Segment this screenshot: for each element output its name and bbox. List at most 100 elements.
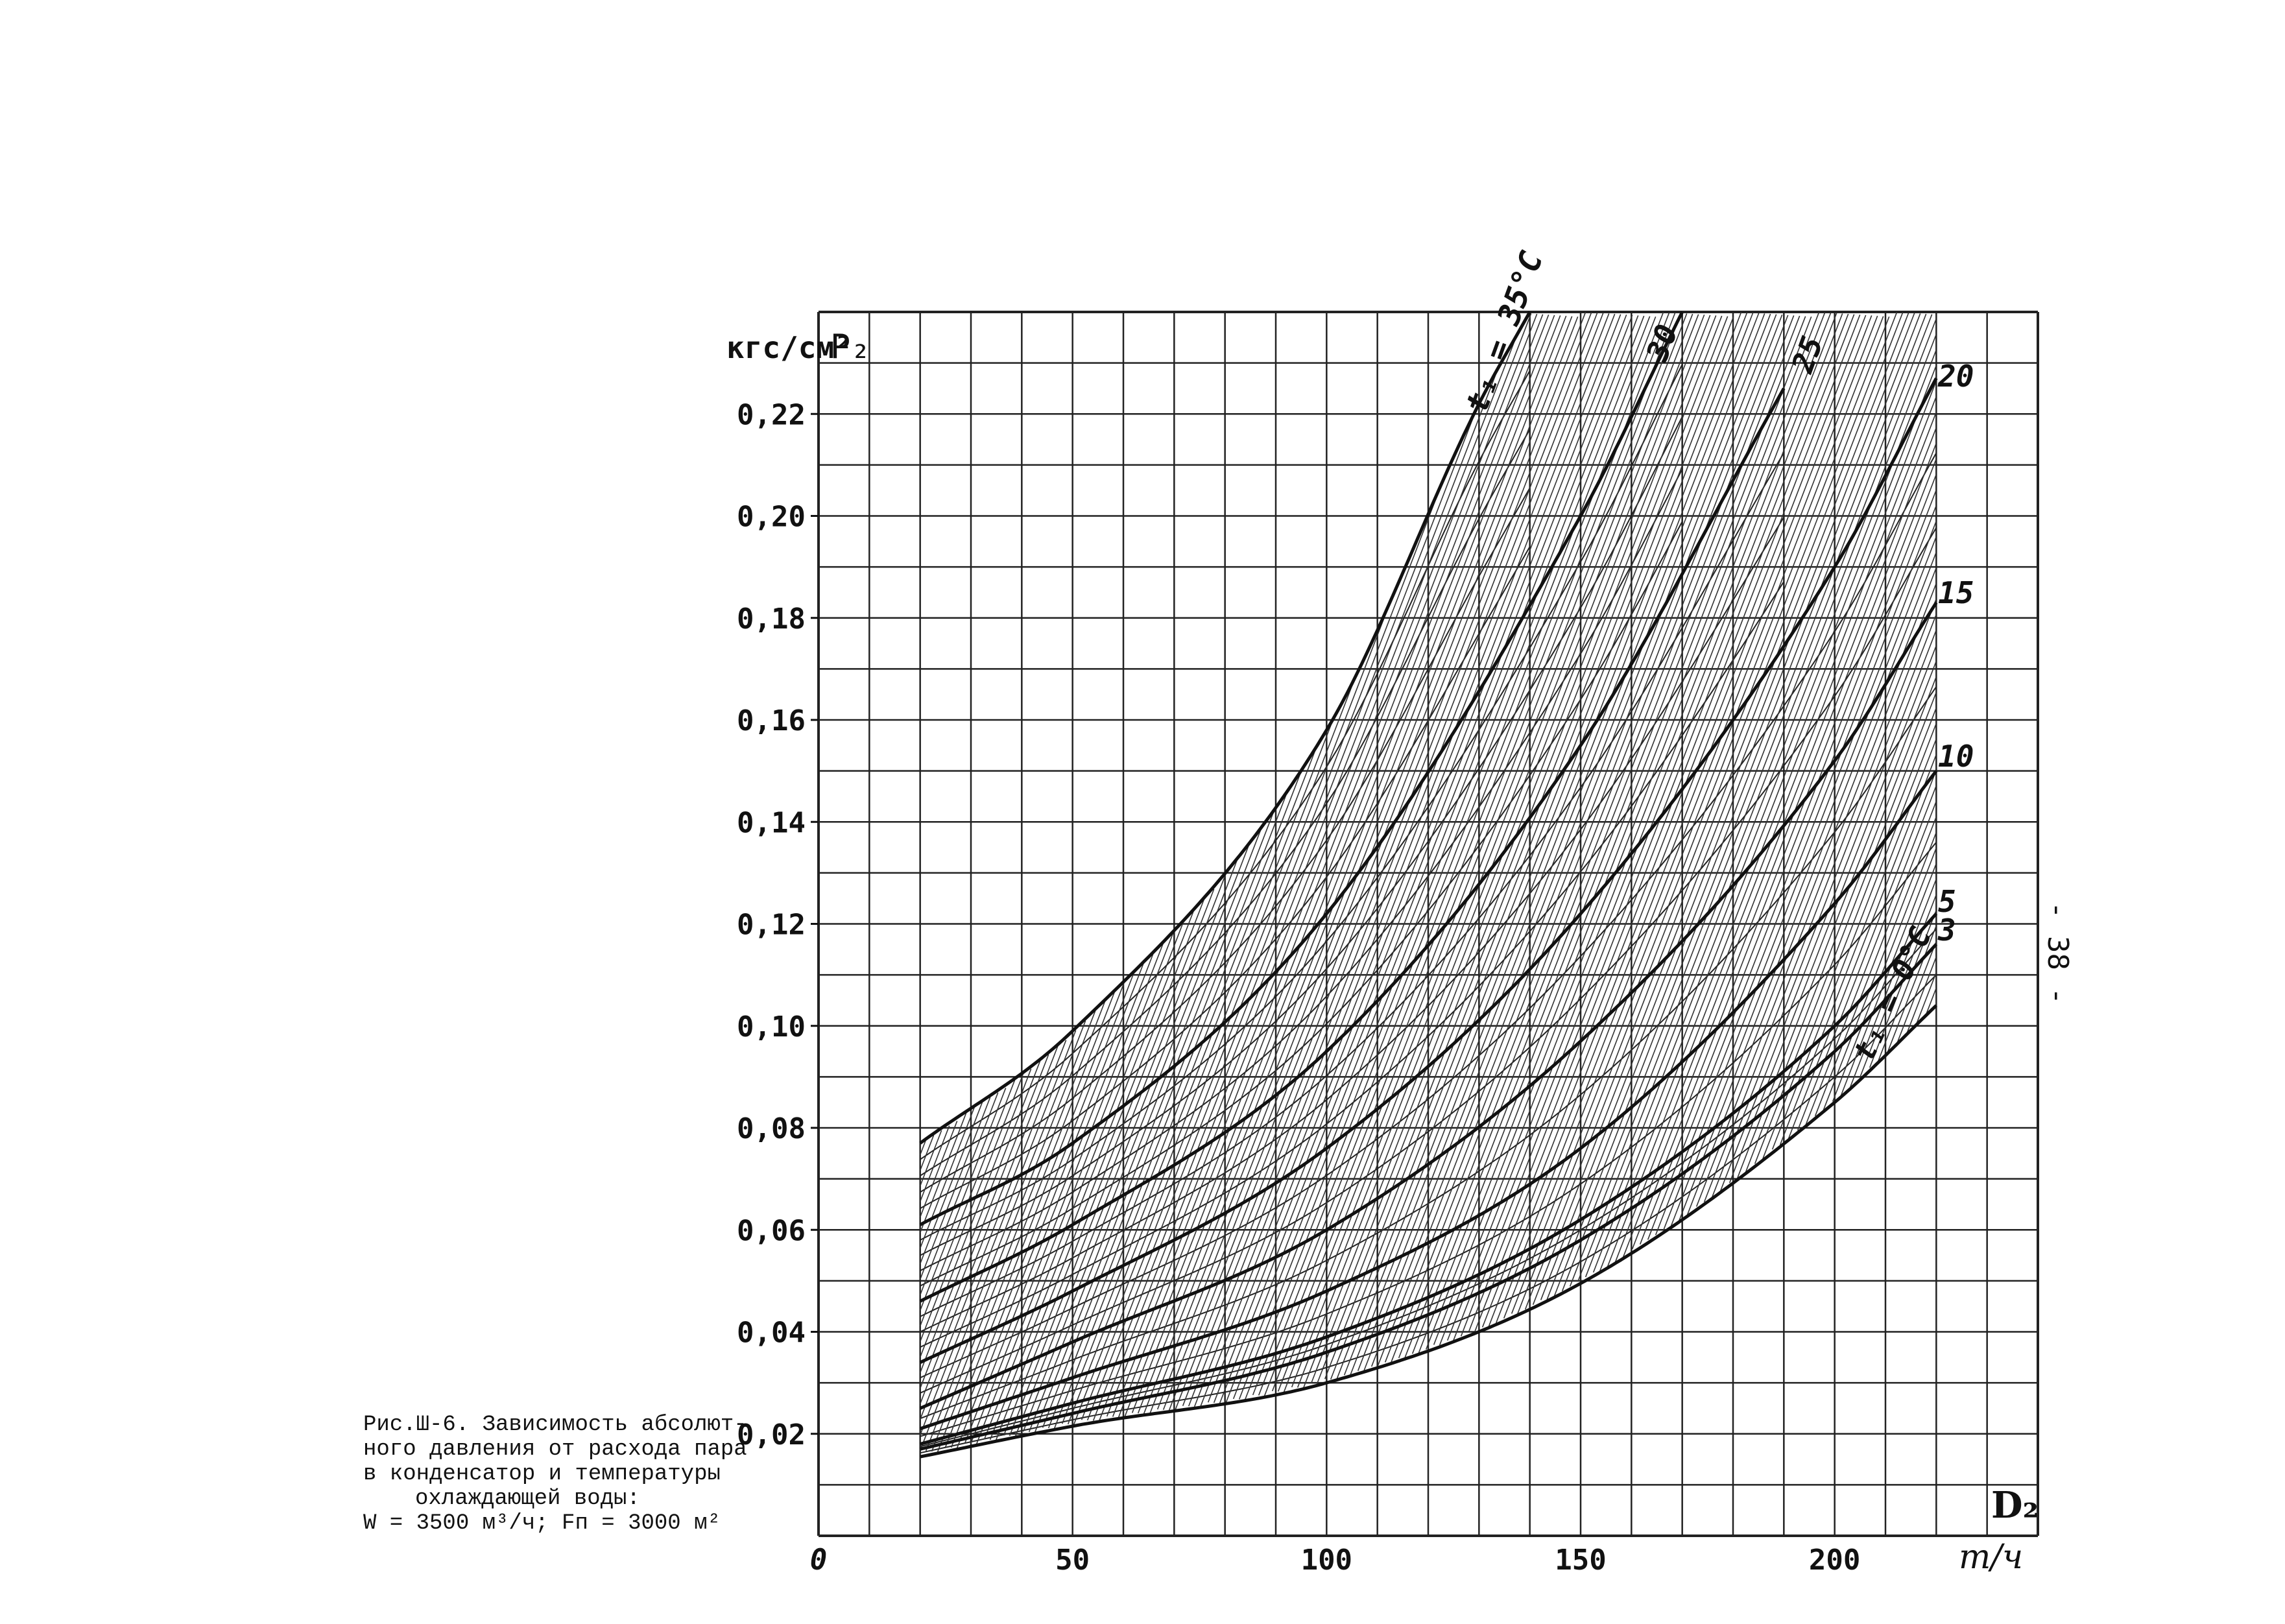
intermediate-curve <box>920 928 1937 1448</box>
hatch-line <box>1143 315 1567 1414</box>
intermediate-curve <box>920 364 1683 1241</box>
hatch-line <box>919 1134 935 1171</box>
page-number: - 38 - <box>2041 902 2074 1005</box>
hatch-line <box>1232 316 1651 1400</box>
hatch-line <box>1193 313 1616 1407</box>
x-tick-label: 200 <box>1809 1544 1860 1577</box>
axis-ticks: 0,02 0,04 0,06 0,08 0,10 0,12 0,14 0,16 0,18 0,20… <box>737 398 1860 1577</box>
hatch-line <box>1398 315 1800 1359</box>
hatch-line <box>1376 314 1783 1367</box>
hatch-line <box>1291 314 1705 1388</box>
hatch-line <box>1174 312 1598 1411</box>
hatch-line <box>1433 312 1832 1345</box>
hatch-line <box>1067 680 1355 1425</box>
intermediate-curve <box>920 416 1683 1256</box>
x-unit-label: т/ч <box>1959 1538 2023 1577</box>
hatch-line <box>1703 599 1937 1202</box>
hatch-line <box>1047 770 1302 1429</box>
x-axis-label: D₂ <box>1991 1484 2039 1527</box>
series-line-6 <box>919 387 1786 1303</box>
hatch-line <box>1384 315 1789 1363</box>
hatch-line <box>1156 316 1579 1410</box>
hatch-line <box>931 1001 1106 1452</box>
intermediate-curve <box>920 468 1683 1272</box>
hatch-line <box>1787 755 1937 1141</box>
x-tick-label: 100 <box>1301 1544 1352 1577</box>
caption-line: охлаждающей воды: <box>415 1487 640 1511</box>
caption-line: в конденсатор и температуры <box>363 1462 721 1487</box>
y-tick-label: 0,12 <box>737 909 806 942</box>
hatch-line <box>919 1054 1049 1389</box>
hatch-line <box>1915 973 1937 1025</box>
hatch-line <box>925 1010 1096 1451</box>
hatch-line <box>1316 316 1729 1384</box>
hatch-line <box>1123 314 1549 1418</box>
hatch-line <box>1886 926 1937 1054</box>
hatch-line <box>1137 315 1561 1414</box>
hatch-line <box>1014 859 1238 1437</box>
y-tick-label: 0,22 <box>737 398 806 431</box>
hatch-line <box>983 923 1184 1440</box>
hatch-line <box>1258 312 1676 1396</box>
hatch-line <box>1896 942 1937 1044</box>
hatch-line <box>1182 313 1604 1406</box>
hatch-line <box>1335 312 1748 1380</box>
hatch-line <box>944 981 1125 1448</box>
hatch-line <box>1598 397 1937 1273</box>
caption-line: ного давления от расхода пара <box>363 1437 747 1462</box>
hatch-line <box>1729 646 1937 1184</box>
hatch-line <box>1822 817 1937 1112</box>
x-tick-label: 0 <box>810 1544 828 1577</box>
series-line-5 <box>919 377 1938 1364</box>
chart-labels: кгс/см² P₂ D₂ т/ч t₁ = 35°C 30 25 20 15 … <box>726 246 2039 1577</box>
y-tick-label: 0,06 <box>737 1214 806 1247</box>
hatch-line <box>919 1101 983 1264</box>
x-tick-label: 50 <box>1055 1544 1090 1577</box>
y-tick-label: 0,20 <box>737 501 806 534</box>
series-line-4 <box>919 601 1938 1410</box>
hatch-line <box>1474 315 1867 1332</box>
hatch-line <box>1028 830 1262 1433</box>
hatch-line <box>1577 350 1937 1282</box>
intermediate-curve <box>920 527 1937 1394</box>
hatch-line <box>1736 662 1937 1178</box>
hatch-line <box>1003 889 1215 1436</box>
hatch-line <box>1022 844 1250 1432</box>
y-tick-label: 0,04 <box>737 1317 806 1350</box>
hatch-line <box>937 991 1116 1452</box>
hatch-line <box>1425 312 1826 1350</box>
hatch-line <box>1370 314 1777 1367</box>
hatch-line <box>1460 314 1855 1337</box>
hatch-line <box>1814 802 1937 1116</box>
hatch-line <box>1876 911 1937 1064</box>
hatch-line <box>1324 316 1734 1379</box>
hatch-line <box>1098 338 1516 1422</box>
curve-label-10: 10 <box>1938 739 1974 774</box>
series-line-3 <box>919 770 1938 1431</box>
hatch-line <box>919 1030 1077 1435</box>
hatch-line <box>1417 311 1820 1355</box>
hatch-line <box>1162 311 1586 1410</box>
hatch-line <box>1061 720 1334 1424</box>
caption-line: Рис.Ш-6. Зависимость абсолют- <box>363 1413 747 1437</box>
hatch-line <box>919 1125 950 1202</box>
hatch-line <box>1481 315 1872 1328</box>
hatch-line <box>1771 724 1937 1150</box>
intermediate-curve <box>920 487 1531 1193</box>
hatch-line <box>919 1092 999 1295</box>
curve-label-0: t₁ = 0°C <box>1846 922 1939 1067</box>
hatch-line <box>1655 506 1937 1236</box>
intermediate-curve <box>920 842 1937 1437</box>
intermediate-curve <box>920 453 1937 1379</box>
hatch-line <box>919 1058 1042 1373</box>
hatch-line <box>1363 313 1771 1372</box>
hatch-line <box>1804 786 1937 1126</box>
hatch-line <box>975 933 1174 1444</box>
hatch-line <box>1168 312 1592 1411</box>
hatch-line <box>1081 483 1442 1420</box>
hatch-line <box>970 942 1164 1444</box>
y-axis-label: P₂ <box>830 328 871 366</box>
hatch-line <box>919 1121 958 1217</box>
hatch-line <box>919 1073 1024 1342</box>
hatch-line <box>1199 314 1621 1407</box>
